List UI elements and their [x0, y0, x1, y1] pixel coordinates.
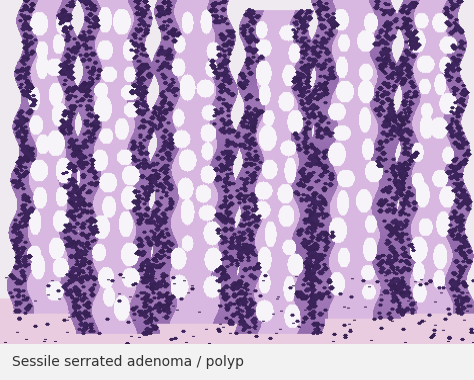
Text: Sessile serrated adenoma / polyp: Sessile serrated adenoma / polyp — [12, 355, 244, 369]
